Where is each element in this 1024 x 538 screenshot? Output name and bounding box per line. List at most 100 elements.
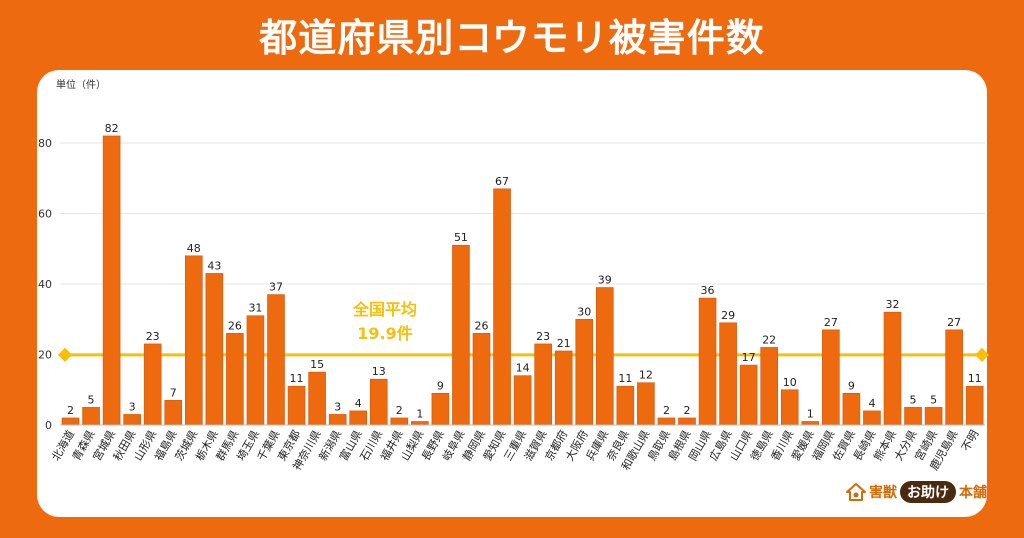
data-label: 51 bbox=[454, 231, 468, 244]
bar bbox=[493, 188, 511, 426]
data-label: 5 bbox=[88, 393, 95, 406]
data-label: 4 bbox=[355, 397, 362, 410]
y-tick-label: 20 bbox=[38, 349, 52, 362]
bar bbox=[369, 378, 388, 426]
logo-text-3: 本舗 bbox=[959, 485, 987, 501]
data-label: 2 bbox=[663, 404, 670, 417]
average-label: 全国平均 19.9件 bbox=[320, 298, 450, 346]
bar bbox=[390, 417, 409, 426]
bar bbox=[780, 389, 799, 426]
data-label: 26 bbox=[228, 319, 242, 332]
data-label: 5 bbox=[930, 393, 937, 406]
bar bbox=[904, 407, 922, 426]
data-label: 67 bbox=[495, 175, 509, 188]
data-label: 2 bbox=[67, 404, 74, 417]
bar bbox=[719, 322, 737, 426]
bar bbox=[431, 392, 450, 426]
data-label: 43 bbox=[207, 259, 221, 272]
bar bbox=[246, 315, 265, 426]
bar bbox=[863, 410, 881, 426]
bar bbox=[123, 414, 141, 426]
bar bbox=[637, 382, 655, 426]
bar bbox=[164, 400, 183, 426]
bar bbox=[308, 371, 326, 426]
chart-title: 都道府県別コウモリ被害件数 bbox=[259, 16, 765, 60]
data-label: 39 bbox=[598, 274, 612, 287]
bar bbox=[411, 421, 429, 426]
data-label: 27 bbox=[947, 316, 961, 329]
data-label: 32 bbox=[886, 298, 900, 311]
bar bbox=[226, 333, 244, 426]
unit-label: 単位（件） bbox=[56, 80, 106, 91]
data-label: 36 bbox=[701, 284, 715, 297]
bar bbox=[472, 333, 491, 426]
bar bbox=[61, 417, 80, 426]
y-tick-label: 0 bbox=[45, 419, 52, 432]
bar bbox=[575, 318, 594, 426]
data-label: 13 bbox=[372, 365, 386, 378]
logo-text-1: 害獣 bbox=[869, 485, 897, 501]
bar bbox=[205, 273, 224, 426]
data-label: 1 bbox=[416, 407, 423, 420]
bar bbox=[595, 287, 614, 426]
data-label: 11 bbox=[290, 372, 304, 385]
data-label: 4 bbox=[868, 397, 875, 410]
data-label: 10 bbox=[783, 376, 797, 389]
data-label: 9 bbox=[848, 379, 855, 392]
brand-logo: 害獣 お助け 本舗 bbox=[846, 480, 987, 504]
bar bbox=[698, 297, 717, 426]
average-label-title: 全国平均 bbox=[352, 300, 417, 319]
data-label: 48 bbox=[187, 242, 201, 255]
data-label: 37 bbox=[269, 281, 283, 294]
data-label: 29 bbox=[721, 309, 735, 322]
y-tick-label: 80 bbox=[38, 137, 52, 150]
bar bbox=[739, 364, 758, 426]
data-label: 82 bbox=[105, 122, 119, 135]
bar bbox=[822, 329, 840, 426]
data-label: 27 bbox=[824, 316, 838, 329]
data-label: 23 bbox=[146, 330, 160, 343]
bar bbox=[616, 385, 635, 426]
bar bbox=[945, 329, 963, 426]
bar bbox=[143, 343, 162, 426]
bar bbox=[801, 421, 820, 426]
bar bbox=[513, 375, 532, 426]
data-label: 30 bbox=[577, 305, 591, 318]
bar bbox=[760, 347, 779, 426]
bar bbox=[452, 244, 470, 426]
data-label: 1 bbox=[807, 407, 814, 420]
bar bbox=[328, 414, 347, 426]
category-label: 不明 bbox=[959, 428, 981, 454]
average-marker bbox=[974, 347, 990, 362]
bar bbox=[82, 407, 100, 426]
data-label: 2 bbox=[684, 404, 691, 417]
bar bbox=[883, 311, 902, 426]
bar bbox=[924, 407, 943, 426]
bar bbox=[185, 255, 203, 426]
data-label: 3 bbox=[334, 400, 341, 413]
bar bbox=[534, 343, 552, 426]
logo-text-2: お助け bbox=[900, 481, 956, 503]
data-label: 22 bbox=[762, 333, 776, 346]
bar bbox=[678, 417, 696, 426]
y-tick-label: 60 bbox=[38, 208, 52, 221]
bar bbox=[965, 385, 984, 426]
bar bbox=[287, 385, 306, 426]
data-label: 26 bbox=[475, 319, 489, 332]
bar bbox=[842, 392, 861, 426]
data-label: 3 bbox=[129, 400, 136, 413]
bar bbox=[349, 410, 368, 426]
house-icon bbox=[846, 483, 866, 501]
data-label: 11 bbox=[968, 372, 982, 385]
data-label: 31 bbox=[248, 302, 262, 315]
y-tick-label: 40 bbox=[38, 278, 52, 291]
bar bbox=[554, 350, 573, 426]
data-label: 7 bbox=[170, 386, 177, 399]
data-label: 11 bbox=[618, 372, 632, 385]
data-label: 5 bbox=[910, 393, 917, 406]
data-label: 9 bbox=[437, 379, 444, 392]
data-label: 21 bbox=[557, 337, 571, 350]
data-label: 14 bbox=[516, 362, 530, 375]
bar bbox=[267, 294, 285, 426]
